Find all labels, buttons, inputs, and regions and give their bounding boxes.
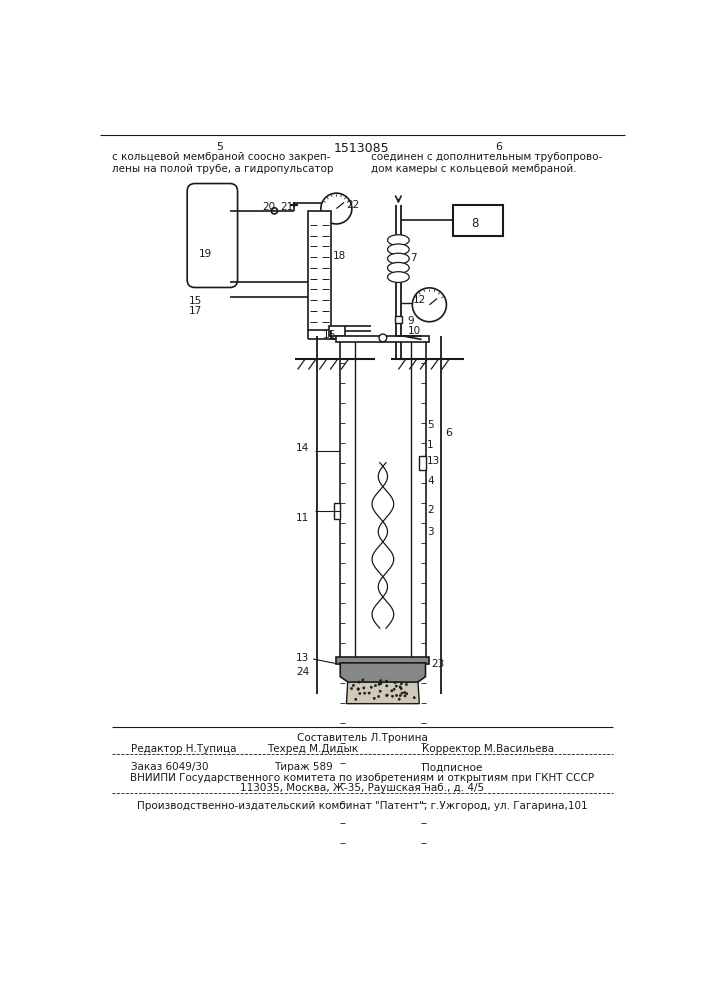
Text: 15: 15 bbox=[189, 296, 202, 306]
Circle shape bbox=[373, 697, 375, 699]
Polygon shape bbox=[346, 677, 419, 704]
Text: 24: 24 bbox=[296, 667, 310, 677]
Text: 113035, Москва, Ж-35, Раушская наб., д. 4/5: 113035, Москва, Ж-35, Раушская наб., д. … bbox=[240, 783, 484, 793]
Circle shape bbox=[412, 288, 446, 322]
Circle shape bbox=[357, 688, 359, 690]
Circle shape bbox=[363, 692, 366, 694]
Bar bbox=[334, 503, 340, 519]
Text: 1: 1 bbox=[427, 440, 433, 450]
Circle shape bbox=[401, 692, 403, 694]
Ellipse shape bbox=[387, 262, 409, 273]
Circle shape bbox=[398, 698, 400, 700]
Text: Подписное: Подписное bbox=[421, 762, 482, 772]
Circle shape bbox=[380, 680, 382, 682]
Text: 5: 5 bbox=[216, 142, 223, 152]
Bar bbox=[419, 456, 426, 470]
Circle shape bbox=[395, 685, 397, 687]
Text: 1513085: 1513085 bbox=[334, 142, 390, 155]
Circle shape bbox=[385, 680, 387, 682]
Text: 19: 19 bbox=[199, 249, 211, 259]
Text: 2: 2 bbox=[427, 505, 433, 515]
Text: 12: 12 bbox=[412, 295, 426, 305]
Circle shape bbox=[362, 679, 364, 681]
Circle shape bbox=[395, 694, 398, 697]
Text: 9: 9 bbox=[408, 316, 414, 326]
Text: 16: 16 bbox=[322, 330, 336, 340]
Circle shape bbox=[391, 695, 394, 697]
Circle shape bbox=[413, 697, 416, 699]
Circle shape bbox=[378, 683, 380, 685]
Text: Производственно-издательский комбинат "Патент", г.Ужгород, ул. Гагарина,101: Производственно-издательский комбинат "П… bbox=[136, 801, 588, 811]
Circle shape bbox=[400, 683, 402, 685]
Circle shape bbox=[404, 695, 407, 697]
Bar bbox=[329, 326, 345, 336]
Text: 8: 8 bbox=[472, 217, 479, 230]
Text: 7: 7 bbox=[410, 253, 416, 263]
Circle shape bbox=[385, 685, 388, 687]
Ellipse shape bbox=[387, 272, 409, 282]
Text: Тираж 589: Тираж 589 bbox=[274, 762, 333, 772]
Circle shape bbox=[378, 695, 380, 698]
Circle shape bbox=[355, 698, 357, 700]
Circle shape bbox=[400, 687, 402, 690]
Text: соединен с дополнительным трубопрово-
дом камеры с кольцевой мембраной.: соединен с дополнительным трубопрово- до… bbox=[371, 152, 602, 174]
Text: 10: 10 bbox=[408, 326, 421, 336]
Text: 17: 17 bbox=[189, 306, 202, 316]
Bar bbox=[337, 657, 429, 664]
Text: Заказ 6049/30: Заказ 6049/30 bbox=[131, 762, 209, 772]
Circle shape bbox=[391, 690, 393, 692]
Polygon shape bbox=[340, 663, 426, 682]
Text: 3: 3 bbox=[427, 527, 433, 537]
Text: Редактор Н.Тупица: Редактор Н.Тупица bbox=[131, 744, 237, 754]
Text: 18: 18 bbox=[332, 251, 346, 261]
Ellipse shape bbox=[387, 235, 409, 246]
Text: 13: 13 bbox=[296, 653, 310, 663]
Circle shape bbox=[385, 694, 388, 697]
Circle shape bbox=[379, 334, 387, 342]
Text: 22: 22 bbox=[346, 200, 360, 210]
Circle shape bbox=[357, 688, 359, 690]
Text: Корректор М.Васильева: Корректор М.Васильева bbox=[421, 744, 554, 754]
Text: 4: 4 bbox=[427, 476, 433, 486]
Text: ВНИИПИ Государственного комитета по изобретениям и открытиям при ГКНТ СССР: ВНИИПИ Государственного комитета по изоб… bbox=[130, 773, 594, 783]
Circle shape bbox=[368, 692, 370, 694]
Circle shape bbox=[358, 692, 361, 695]
Bar bbox=[395, 316, 402, 323]
Text: 6: 6 bbox=[496, 142, 503, 152]
Bar bbox=[452, 205, 503, 235]
Text: 23: 23 bbox=[431, 659, 444, 669]
Circle shape bbox=[386, 694, 388, 696]
Text: 20: 20 bbox=[262, 202, 275, 212]
Circle shape bbox=[352, 684, 355, 687]
Circle shape bbox=[363, 687, 365, 689]
Circle shape bbox=[405, 683, 408, 686]
Circle shape bbox=[374, 684, 377, 687]
Bar bbox=[337, 336, 429, 342]
Text: Составитель Л.Тронина: Составитель Л.Тронина bbox=[296, 733, 428, 743]
Ellipse shape bbox=[387, 244, 409, 255]
Ellipse shape bbox=[387, 253, 409, 264]
Circle shape bbox=[399, 694, 402, 697]
Circle shape bbox=[379, 690, 381, 692]
Bar bbox=[308, 211, 331, 330]
Circle shape bbox=[393, 688, 395, 690]
Text: с кольцевой мембраной соосно закреп-
лены на полой трубе, а гидропульсатор: с кольцевой мембраной соосно закреп- лен… bbox=[112, 152, 333, 174]
Text: 5: 5 bbox=[427, 420, 433, 430]
Text: 6: 6 bbox=[445, 428, 452, 438]
Circle shape bbox=[399, 686, 402, 688]
Circle shape bbox=[351, 687, 353, 690]
Text: Техред М.Дидык: Техред М.Дидык bbox=[267, 744, 358, 754]
Circle shape bbox=[394, 681, 396, 684]
Text: 21: 21 bbox=[281, 202, 294, 212]
Text: 13: 13 bbox=[427, 456, 440, 466]
Circle shape bbox=[358, 681, 360, 683]
Text: 14: 14 bbox=[296, 443, 310, 453]
Circle shape bbox=[370, 686, 373, 688]
Circle shape bbox=[380, 682, 382, 685]
FancyBboxPatch shape bbox=[187, 184, 238, 287]
Text: 11: 11 bbox=[296, 513, 310, 523]
Circle shape bbox=[321, 193, 352, 224]
Circle shape bbox=[406, 693, 408, 695]
Circle shape bbox=[404, 691, 406, 694]
